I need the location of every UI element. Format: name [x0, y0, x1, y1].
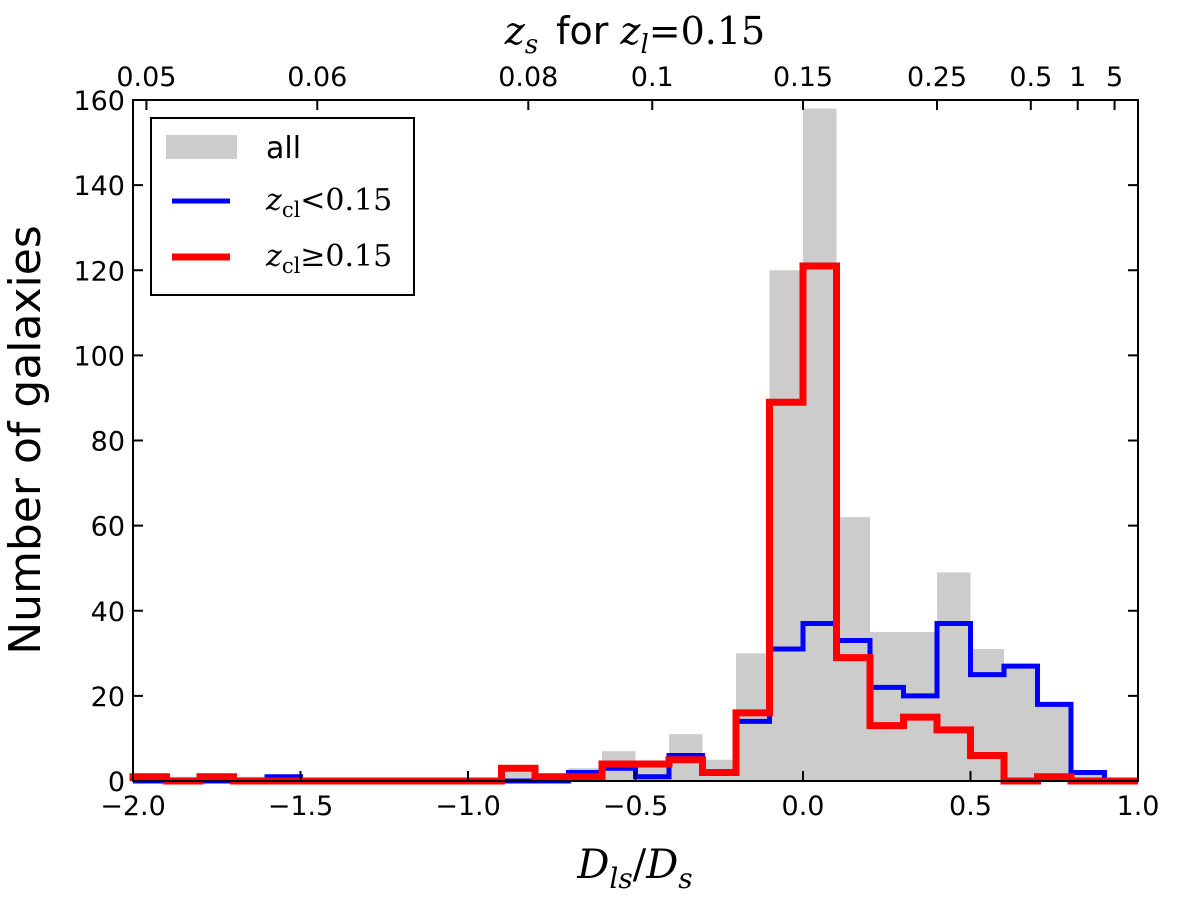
y-axis-title: Number of galaxies — [0, 225, 51, 654]
x-tick-label: −2.0 — [100, 791, 166, 822]
top-tick-label: 0.15 — [773, 62, 833, 93]
top-tick-label: 0.05 — [116, 62, 176, 93]
top-title-value: =0.15 — [649, 9, 765, 53]
ticks-layer — [132, 99, 1139, 782]
bar-all — [937, 572, 971, 781]
y-tick-label: 20 — [91, 682, 125, 713]
xlabel-a-sub: ls — [609, 862, 632, 895]
y-tick-label: 80 — [91, 427, 125, 458]
xlabel-b-sub: s — [678, 862, 692, 895]
top-title-for: for — [556, 9, 609, 53]
y-tick-label: 0 — [108, 767, 125, 798]
y-tick-labels: 0 20 40 60 80 100 120 140 160 — [73, 86, 125, 798]
bar-all — [1071, 772, 1105, 781]
bar-all — [870, 632, 904, 781]
x-tick-label: 0.0 — [782, 791, 825, 822]
legend-label-all: all — [266, 131, 301, 166]
top-tick-label: 1 — [1069, 62, 1086, 93]
x-tick-label: 1.0 — [1117, 791, 1160, 822]
xlabel-a: D — [576, 842, 609, 888]
bar-all — [803, 108, 837, 781]
bar-all — [836, 517, 870, 781]
bar-all — [769, 270, 803, 781]
legend-swatch-all — [166, 135, 237, 159]
bar-all — [903, 632, 937, 781]
y-tick-label: 100 — [73, 341, 125, 372]
top-title-var2: z — [619, 9, 641, 53]
bar-all — [970, 649, 1004, 781]
top-tick-label: 0.08 — [498, 62, 558, 93]
top-tick-label: 0.5 — [1009, 62, 1052, 93]
x-tick-label: −1.5 — [268, 791, 334, 822]
top-tick-label: 0.06 — [287, 62, 347, 93]
x-tick-label: 0.5 — [949, 791, 992, 822]
bar-all — [1004, 666, 1038, 781]
legend-label-red: zcl≥0.15 — [265, 239, 392, 278]
top-tick-label: 0.1 — [631, 62, 674, 93]
top-tick-labels: 0.05 0.06 0.08 0.1 0.15 0.25 0.5 1 5 — [116, 62, 1123, 93]
x-tick-label: −0.5 — [603, 791, 669, 822]
bar-all — [1037, 704, 1071, 781]
top-title-sub2: l — [640, 30, 648, 60]
x-axis-title: Dls/Ds — [576, 842, 692, 895]
xlabel-slash: / — [633, 842, 647, 888]
legend-label-blue: zcl<0.15 — [265, 183, 392, 222]
y-tick-label: 160 — [73, 86, 125, 117]
top-axis-title: zs for zl=0.15 — [504, 9, 765, 60]
top-title-var: z — [504, 9, 526, 53]
y-tick-label: 40 — [91, 597, 125, 628]
x-tick-label: −1.0 — [435, 791, 501, 822]
legend: all zcl<0.15 zcl≥0.15 — [150, 117, 415, 296]
top-tick-label: 0.25 — [907, 62, 967, 93]
x-tick-labels: −2.0 −1.5 −1.0 −0.5 0.0 0.5 1.0 — [100, 791, 1159, 822]
bar-all — [736, 653, 770, 781]
y-tick-label: 120 — [73, 256, 125, 287]
y-tick-label: 140 — [73, 171, 125, 202]
top-title-sub: s — [525, 30, 538, 60]
xlabel-b: D — [645, 842, 678, 888]
top-tick-label: 5 — [1106, 62, 1123, 93]
y-tick-label: 60 — [91, 512, 125, 543]
